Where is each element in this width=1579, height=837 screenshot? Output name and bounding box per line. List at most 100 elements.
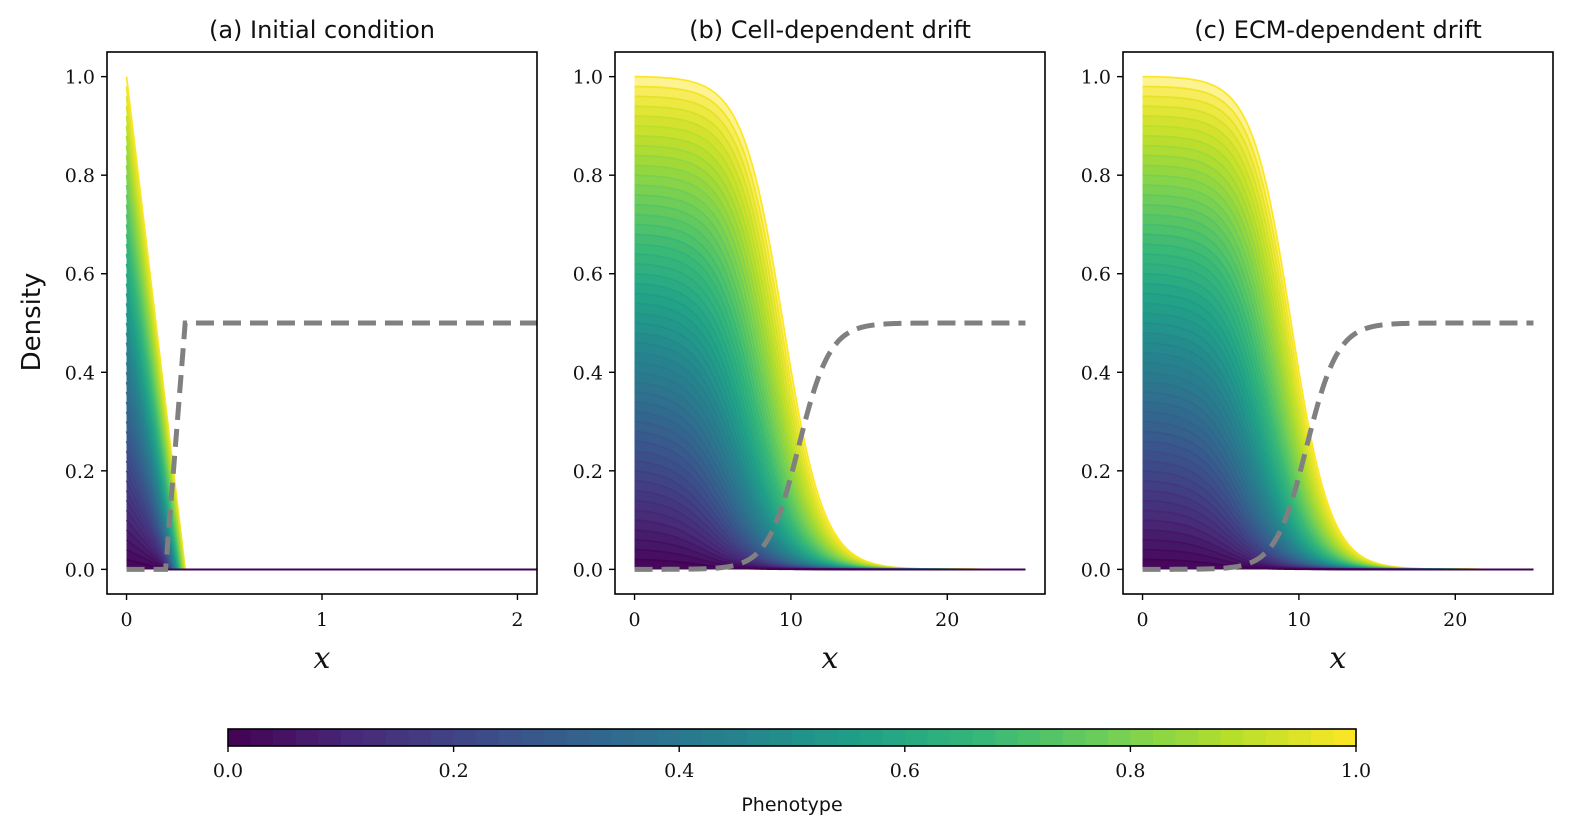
density-fill (126, 204, 537, 570)
y-tick-label: 0.0 (1081, 559, 1111, 581)
density-fill (126, 224, 537, 570)
density-fill (126, 441, 537, 570)
density-fill (1142, 520, 1534, 570)
density-fill (634, 480, 1026, 570)
axes-frame (614, 51, 1046, 595)
density-curve (125, 244, 537, 571)
colorbar-segment (995, 729, 1019, 746)
density-curve (634, 558, 1026, 571)
density-fill (126, 116, 537, 570)
colorbar-ticks: 0.0 0.2 0.4 0.6 0.8 1.0 (213, 746, 1371, 782)
density-fill (126, 480, 537, 570)
density-curve (125, 342, 537, 571)
colorbar: 0.0 0.2 0.4 0.6 0.8 1.0 Phenotype (213, 728, 1371, 816)
x-tick-label: 20 (935, 609, 959, 631)
density-fill (126, 431, 537, 570)
density-curve (125, 184, 537, 571)
colorbar-segment (904, 729, 928, 746)
density-fill (126, 352, 537, 570)
y-tick-label: 0.2 (1081, 461, 1111, 483)
density-curve (125, 470, 537, 571)
density-curve (125, 519, 537, 571)
density-fill (126, 451, 537, 570)
density-curve (125, 224, 537, 571)
colorbar-segment (1085, 729, 1109, 746)
colorbar-segment (1107, 729, 1131, 746)
colorbar-segment (566, 729, 590, 746)
y-tick-label: 0.4 (1081, 362, 1111, 384)
colorbar-segment (1175, 729, 1199, 746)
colorbar-segment (1152, 729, 1177, 746)
colorbar-segment (859, 729, 883, 746)
density-fill (126, 214, 537, 570)
y-tick-label: 0.8 (65, 165, 95, 187)
colorbar-segment (882, 729, 906, 746)
density-fill (126, 244, 537, 570)
density-curve (125, 362, 537, 571)
density-curve (125, 165, 537, 571)
density-curve (125, 293, 537, 571)
density-fill (126, 234, 537, 570)
density-fill (126, 539, 537, 570)
ecm-density-curve (126, 320, 537, 572)
y-tick-label: 1.0 (65, 67, 95, 89)
density-curve (125, 411, 537, 571)
x-tick-label: 0 (1136, 609, 1148, 631)
colorbar-gradient (228, 729, 1357, 746)
colorbar-segment (611, 729, 635, 746)
density-fill (126, 559, 537, 570)
density-fill (126, 332, 537, 570)
y-tick-label: 1.0 (1081, 67, 1111, 89)
density-curve (125, 490, 537, 571)
density-curve (125, 509, 537, 571)
x-tick-label: 1 (316, 609, 328, 631)
density-curve (125, 135, 537, 571)
x-axis-label: x (314, 641, 331, 676)
colorbar-segment (1333, 729, 1357, 746)
colorbar-segment (1130, 729, 1154, 746)
y-tick-label: 0.4 (65, 362, 95, 384)
y-tick-label: 0.0 (65, 559, 95, 581)
colorbar-segment (250, 729, 274, 746)
x-tick-label: 2 (511, 609, 523, 631)
colorbar-segment (679, 729, 703, 746)
colorbar-segment (1243, 729, 1267, 746)
density-fill (126, 135, 537, 570)
y-tick-label: 0.2 (65, 461, 95, 483)
density-curve (125, 234, 537, 571)
density-fill (126, 86, 537, 570)
colorbar-segment (792, 729, 816, 746)
colorbar-segment (318, 729, 342, 746)
colorbar-segment (1040, 729, 1064, 746)
colorbar-segment (949, 729, 974, 746)
density-fill (126, 460, 537, 570)
density-curve (125, 352, 537, 571)
density-fill (126, 96, 537, 570)
colorbar-segment (724, 729, 748, 746)
y-tick-label: 0.6 (1081, 264, 1111, 286)
density-curve (125, 155, 537, 571)
density-curve (125, 312, 537, 571)
density-fill (126, 293, 537, 570)
colorbar-segment (476, 729, 500, 746)
density-fill (126, 421, 537, 570)
x-tick-label: 10 (779, 609, 803, 631)
density-curve (125, 303, 537, 571)
density-curve (1142, 558, 1534, 571)
colorbar-segment (1017, 729, 1041, 746)
y-tick-label: 0.6 (573, 264, 603, 286)
colorbar-segment (634, 729, 658, 746)
x-tick-label: 0 (628, 609, 640, 631)
colorbar-segment (588, 729, 613, 746)
density-curve (125, 421, 537, 571)
colorbar-segment (701, 729, 725, 746)
density-fill (126, 303, 537, 570)
density-curve (125, 431, 537, 571)
density-curve (125, 253, 537, 571)
colorbar-segment (385, 729, 410, 746)
y-tick-label: 0.6 (65, 264, 95, 286)
density-curve (125, 283, 537, 571)
density-fill (126, 510, 537, 570)
colorbar-segment (453, 729, 477, 746)
